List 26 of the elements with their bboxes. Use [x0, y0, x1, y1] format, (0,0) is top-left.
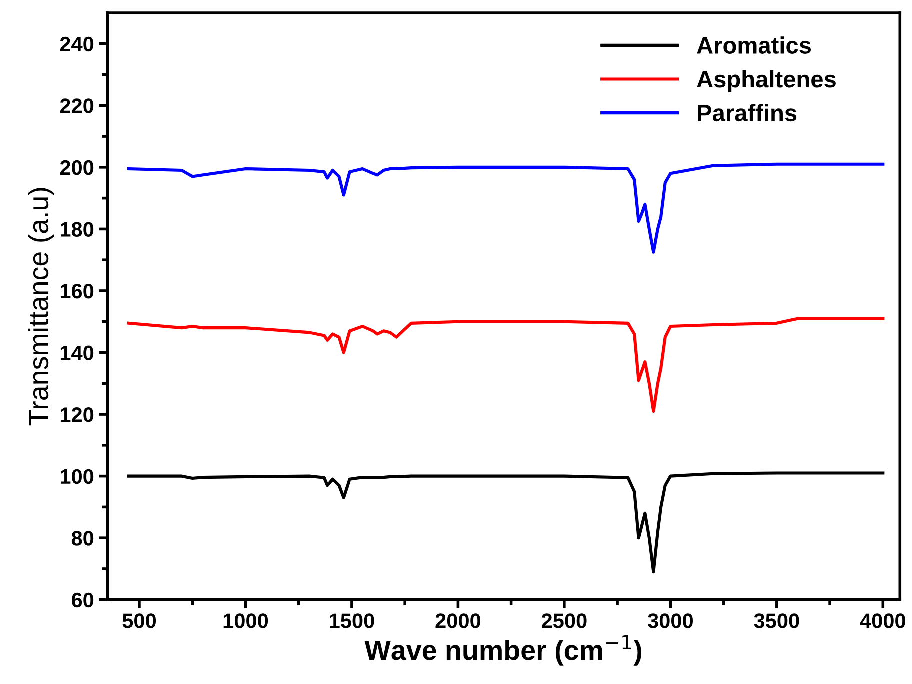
y-axis-title: Transmittance (a.u) [28, 188, 54, 426]
y-tick-label: 100 [60, 469, 94, 484]
x-tick-label: 3000 [648, 614, 693, 628]
y-tick-label: 220 [60, 98, 94, 114]
y-tick-label: 180 [60, 222, 94, 237]
x-tick-label: 1000 [224, 614, 268, 628]
line-series [127, 472, 885, 574]
y-tick-label: 200 [60, 160, 94, 176]
y-tick-label: 160 [60, 284, 94, 299]
line-series [127, 162, 885, 254]
x-tick-label: 4000 [860, 614, 906, 628]
y-tick-label: 80 [72, 531, 94, 546]
y-tick-label: 140 [60, 346, 94, 361]
x-tick-label: 2500 [542, 614, 587, 628]
x-tick-label: 500 [122, 614, 156, 628]
x-tick-label: 2000 [436, 614, 481, 628]
x-axis-title: Wave number (cm$^{−1}$) [364, 635, 642, 666]
legend-label: Paraffins [698, 104, 797, 122]
y-tick-label: 120 [60, 408, 94, 422]
x-tick-label: 1500 [330, 614, 374, 628]
y-tick-label: 60 [72, 592, 94, 608]
line-series [127, 317, 885, 413]
y-tick-label: 240 [60, 36, 94, 52]
x-tick-label: 3500 [754, 614, 800, 628]
legend-label: Asphaltenes [697, 70, 836, 92]
legend-label: Aromatics [697, 36, 812, 54]
